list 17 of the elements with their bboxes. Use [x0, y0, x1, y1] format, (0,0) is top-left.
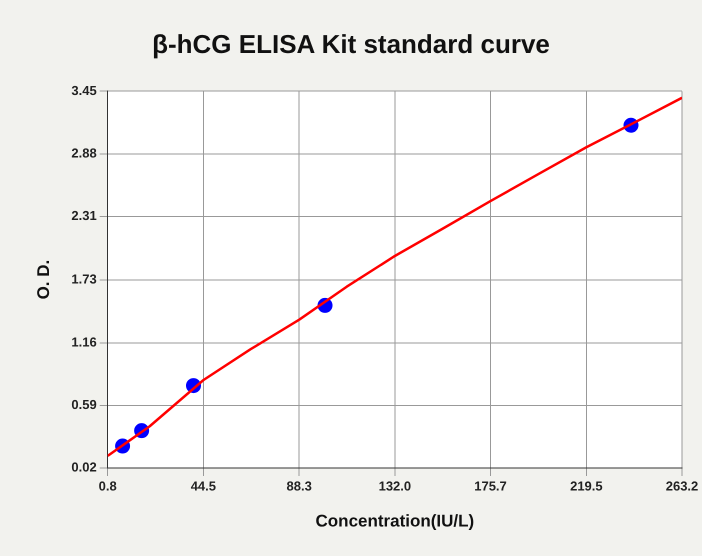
x-tick-label: 132.0 — [378, 478, 412, 494]
x-tick-label: 0.8 — [98, 478, 117, 494]
x-tick-label: 219.5 — [570, 478, 603, 494]
y-tick-label: 2.31 — [71, 208, 97, 224]
x-tick-label: 263.2 — [666, 478, 698, 494]
x-tick-label: 88.3 — [286, 478, 312, 494]
y-tick-label: 0.59 — [71, 396, 97, 412]
y-axis-title: O. D. — [34, 260, 53, 300]
y-tick-label: 0.02 — [71, 460, 97, 475]
y-tick-label: 2.88 — [71, 145, 97, 160]
x-tick-label: 175.7 — [474, 478, 507, 494]
y-tick-label: 1.73 — [71, 272, 97, 287]
x-tick-label: 44.5 — [190, 478, 216, 494]
y-tick-label: 1.16 — [71, 334, 97, 350]
chart-title: β-hCG ELISA Kit standard curve — [152, 28, 550, 59]
x-axis-title: Concentration(IU/L) — [316, 511, 474, 530]
y-tick-label: 3.45 — [71, 82, 97, 98]
